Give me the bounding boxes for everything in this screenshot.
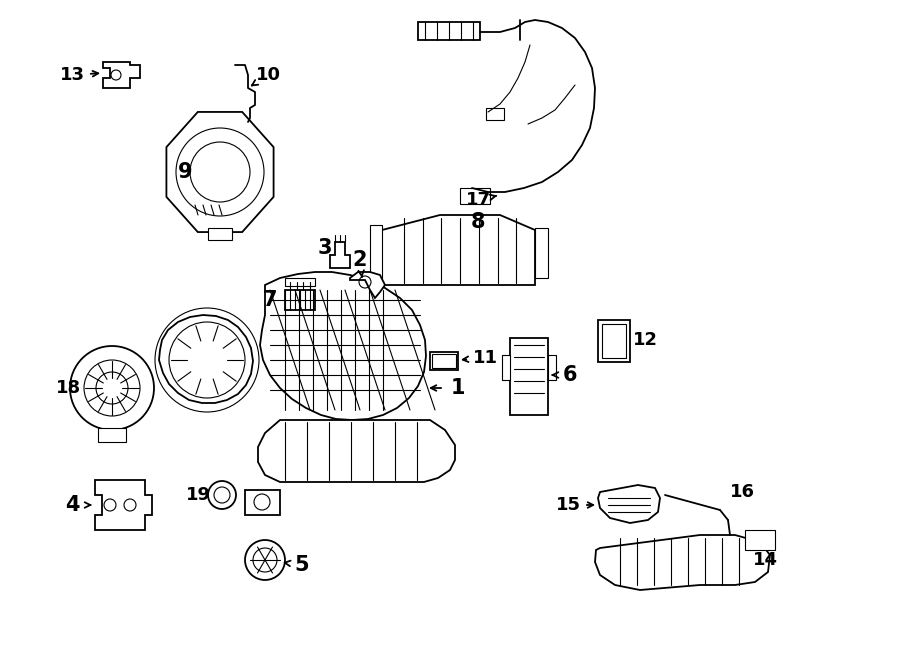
Bar (460, 188, 490, 204)
Bar (486, 108, 504, 120)
Polygon shape (260, 272, 426, 420)
Text: 6: 6 (562, 365, 577, 385)
Text: 11: 11 (472, 349, 498, 367)
Bar (98, 428, 126, 442)
Bar (208, 228, 232, 240)
Bar (602, 324, 626, 358)
Polygon shape (382, 215, 535, 285)
Text: 1: 1 (451, 378, 465, 398)
Bar (245, 490, 280, 515)
Bar (285, 278, 315, 286)
Polygon shape (95, 480, 152, 530)
Polygon shape (350, 272, 385, 298)
Text: 17: 17 (465, 191, 491, 209)
Bar (432, 354, 456, 368)
Text: 14: 14 (752, 551, 778, 569)
Text: 13: 13 (59, 66, 85, 84)
Polygon shape (103, 62, 140, 88)
Polygon shape (258, 420, 455, 482)
Text: 4: 4 (65, 495, 79, 515)
Text: 9: 9 (177, 162, 193, 182)
Bar (502, 355, 510, 380)
Text: 12: 12 (633, 331, 658, 349)
Circle shape (70, 346, 154, 430)
Text: 3: 3 (318, 238, 332, 258)
Circle shape (245, 540, 285, 580)
Polygon shape (166, 112, 274, 232)
Text: 10: 10 (256, 66, 281, 84)
Text: 2: 2 (353, 250, 367, 270)
Polygon shape (285, 290, 315, 310)
Text: 7: 7 (263, 290, 277, 310)
Text: 19: 19 (185, 486, 211, 504)
Text: 16: 16 (730, 483, 754, 501)
Text: 15: 15 (555, 496, 580, 514)
Bar (598, 320, 630, 362)
Polygon shape (535, 228, 548, 278)
Polygon shape (510, 338, 548, 415)
Text: 18: 18 (56, 379, 81, 397)
Polygon shape (598, 485, 660, 523)
Polygon shape (595, 535, 770, 590)
Text: 8: 8 (471, 212, 485, 232)
Polygon shape (159, 315, 253, 403)
Bar (745, 530, 775, 550)
Polygon shape (370, 225, 382, 278)
Bar (548, 355, 556, 380)
Polygon shape (430, 352, 458, 370)
Text: 5: 5 (294, 555, 310, 575)
Polygon shape (330, 242, 350, 268)
Polygon shape (418, 22, 480, 40)
Circle shape (208, 481, 236, 509)
